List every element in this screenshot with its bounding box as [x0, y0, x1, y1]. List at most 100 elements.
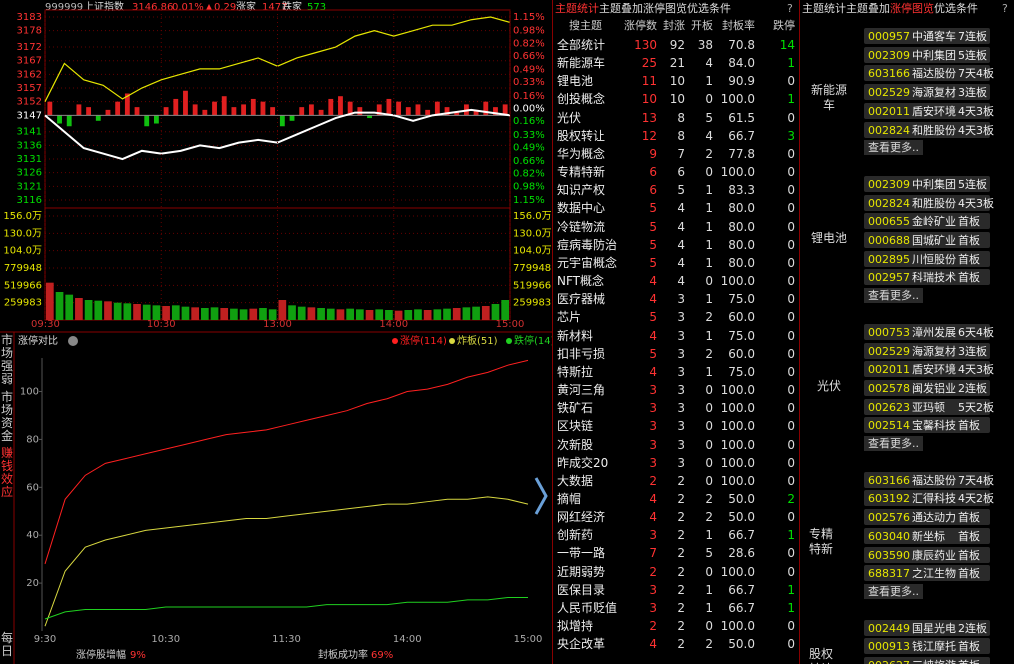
stock-chip[interactable]	[864, 361, 990, 378]
column-header[interactable]: 搜主题	[569, 19, 602, 32]
stock-chip[interactable]	[864, 471, 990, 488]
more-link[interactable]: 查看更多..	[864, 436, 923, 451]
cell-name[interactable]: 冷链物流	[557, 219, 606, 234]
cell-name[interactable]: 数据中心	[557, 201, 606, 216]
cell-name[interactable]: 人民币贬值	[557, 600, 618, 615]
cell-name[interactable]: 新能源车	[557, 56, 606, 71]
name: 中利集团	[912, 177, 956, 191]
cell-name[interactable]: 次新股	[557, 437, 594, 452]
cell-number: 2	[677, 492, 685, 506]
cell-name[interactable]: 华为概念	[557, 146, 606, 161]
cell-name[interactable]: 元宇宙概念	[557, 255, 618, 270]
stock-chip[interactable]	[864, 213, 990, 230]
volume-bar	[171, 305, 180, 320]
cell-name[interactable]: 特斯拉	[557, 364, 594, 379]
cell-name[interactable]: 大数据	[557, 473, 594, 488]
cell-name[interactable]: 拟增持	[557, 619, 594, 634]
cell-name[interactable]: 光伏	[557, 110, 582, 125]
cell-name[interactable]: 近期弱势	[557, 564, 606, 579]
cell-name[interactable]: 全部统计	[557, 38, 606, 52]
tab[interactable]: 主题叠加	[599, 2, 643, 15]
cell-name[interactable]: 芯片	[557, 310, 582, 325]
stock-chip[interactable]	[864, 323, 990, 340]
stock-chip[interactable]	[864, 490, 990, 507]
side-tab[interactable]: 市场强弱	[1, 333, 14, 386]
stock-chip[interactable]	[864, 121, 990, 138]
more-link[interactable]: 查看更多..	[864, 288, 923, 304]
more-link[interactable]: 查看更多..	[864, 583, 923, 599]
tab[interactable]: 主题叠加	[846, 2, 890, 15]
volume-bar	[259, 308, 267, 320]
cell-name[interactable]: 医疗器械	[557, 292, 606, 307]
cell-number: 0	[787, 510, 795, 525]
stock-chip[interactable]	[864, 619, 990, 636]
cell-name[interactable]: 网红经济	[557, 510, 606, 525]
tab[interactable]: 主题统计	[555, 2, 599, 15]
cell-name[interactable]: 央企改革	[557, 637, 606, 652]
cell-name[interactable]: 昨成交20	[557, 455, 609, 470]
help[interactable]: ?	[1002, 2, 1008, 15]
stock-chip[interactable]	[864, 269, 990, 286]
stock-chip[interactable]	[864, 46, 990, 63]
cell-name[interactable]: NFT概念	[557, 274, 604, 289]
cell-name[interactable]: 扣非亏损	[557, 346, 606, 361]
breadth-bar	[347, 101, 353, 116]
stock-chip[interactable]	[864, 250, 990, 267]
cell-name[interactable]: 新材料	[557, 328, 594, 343]
cell-name[interactable]: 铁矿石	[557, 401, 594, 416]
stock-chip[interactable]	[864, 527, 990, 544]
cell-number: 0	[705, 274, 713, 289]
cell-name[interactable]: 创新药	[557, 528, 594, 543]
tab[interactable]: 涨停图览	[890, 2, 934, 15]
cell-name[interactable]: 创投概念	[557, 92, 606, 107]
stock-chip[interactable]	[864, 398, 990, 415]
tab[interactable]: 涨停图览	[643, 2, 687, 15]
stock-chip[interactable]	[864, 509, 990, 526]
stock-chip[interactable]	[864, 417, 990, 434]
cell-number: 3	[649, 383, 657, 398]
vol-tick-label: 130.0万	[3, 228, 42, 239]
cell-name[interactable]: 黄河三角	[557, 383, 606, 398]
code: 002011	[868, 363, 910, 377]
stock-chip[interactable]	[864, 65, 990, 82]
cell-name[interactable]: 摘帽	[557, 492, 582, 506]
cell-number: 5	[677, 183, 685, 198]
side-tab[interactable]: 每日	[1, 631, 14, 658]
stock-chip[interactable]	[864, 194, 990, 211]
stock-chip[interactable]	[864, 565, 990, 582]
cell-number: 3	[677, 310, 685, 325]
cell-name[interactable]: 专精特新	[557, 165, 606, 180]
cell-number: 1	[705, 74, 713, 89]
stock-chip[interactable]	[864, 175, 990, 192]
side-tab[interactable]: 市场资金	[1, 390, 14, 443]
stock-chip[interactable]	[864, 342, 990, 359]
stock-chip[interactable]	[864, 102, 990, 119]
cell-name[interactable]: 医保目录	[557, 582, 606, 597]
tab[interactable]: 优选条件	[934, 2, 978, 15]
breadth-bar	[202, 109, 208, 116]
cell-name[interactable]: 痘病毒防治	[557, 237, 618, 252]
stock-chip[interactable]	[864, 84, 990, 101]
stock-chip[interactable]	[864, 28, 990, 44]
side-tab[interactable]: 赚钱效应	[1, 446, 14, 499]
cell-name[interactable]: 一带一路	[557, 546, 606, 561]
stock-chip[interactable]	[864, 379, 990, 396]
tab[interactable]: 优选条件	[687, 2, 731, 15]
stock-chip[interactable]	[864, 232, 990, 248]
group-label: 光伏	[816, 379, 841, 394]
cell-name[interactable]: 区块链	[557, 419, 594, 434]
stock-chip[interactable]	[864, 657, 990, 664]
cell-name[interactable]: 知识产权	[557, 183, 606, 198]
breadth-bar	[454, 112, 460, 116]
cell-name[interactable]: 锂电池	[557, 74, 594, 89]
help[interactable]: ?	[787, 2, 793, 15]
cell-name[interactable]: 股权转让	[557, 128, 606, 143]
name: 海源复材	[912, 344, 956, 358]
price-tick-label: 3167	[17, 56, 42, 67]
more-link[interactable]: 查看更多..	[864, 140, 923, 156]
vol-tick-label: 156.0万	[3, 211, 42, 222]
tab[interactable]: 主题统计	[802, 2, 846, 15]
x-tick-label: 14:00	[393, 634, 422, 645]
stock-chip[interactable]	[864, 546, 990, 563]
stock-chip[interactable]	[864, 638, 990, 655]
